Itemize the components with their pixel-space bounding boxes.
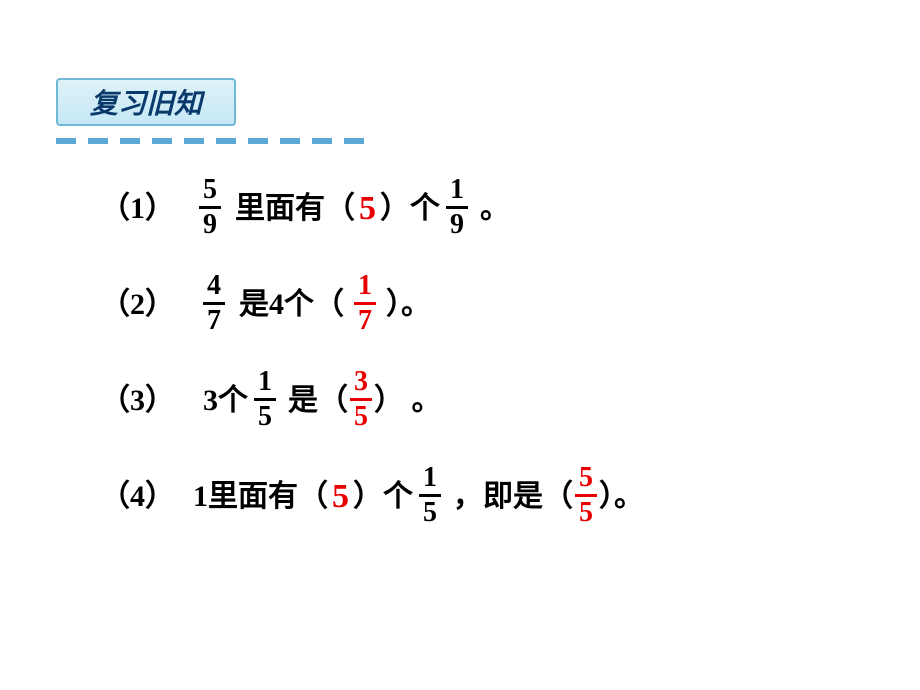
- answer-2: 1 7: [354, 272, 376, 335]
- answer-3: 3 5: [350, 368, 372, 431]
- section-title: 复习旧知: [56, 78, 236, 126]
- text: 里面有（: [235, 194, 355, 224]
- question-3: （3） 3个 1 5 是（ 3 5 ） 。: [100, 367, 860, 435]
- text: 1里面有（: [193, 482, 328, 512]
- content-area: （1） 5 9 里面有（ 5 ）个 1 9 。 （2） 4 7 是4个（ 1 7…: [100, 175, 860, 559]
- text: 3个: [203, 386, 248, 416]
- fraction-1-9: 1 9: [446, 176, 468, 239]
- answer-4a: 5: [332, 480, 349, 514]
- fraction-4-7: 4 7: [203, 272, 225, 335]
- question-4: （4） 1里面有（ 5 ）个 1 5 ，即是（ 5 5 ）。: [100, 463, 860, 531]
- text: 。: [480, 194, 510, 224]
- answer-1a: 5: [359, 192, 376, 226]
- label-1: （1）: [100, 194, 175, 224]
- text: ）。: [599, 482, 644, 512]
- fraction-5-9: 5 9: [199, 176, 221, 239]
- fraction-1-5b: 1 5: [419, 464, 441, 527]
- fraction-1-5: 1 5: [254, 368, 276, 431]
- label-2: （2）: [100, 290, 175, 320]
- text: ）个: [380, 194, 440, 224]
- label-4: （4）: [100, 482, 175, 512]
- text: ）个: [353, 482, 413, 512]
- text: ） 。: [374, 386, 442, 416]
- text: ，即是（: [453, 482, 573, 512]
- answer-4b: 5 5: [575, 464, 597, 527]
- dash-underline: [56, 138, 364, 144]
- question-2: （2） 4 7 是4个（ 1 7 ）。: [100, 271, 860, 339]
- question-1: （1） 5 9 里面有（ 5 ）个 1 9 。: [100, 175, 860, 243]
- text: 是4个（: [239, 290, 344, 320]
- text: 是（: [288, 386, 348, 416]
- label-3: （3）: [100, 386, 175, 416]
- text: ）。: [386, 290, 431, 320]
